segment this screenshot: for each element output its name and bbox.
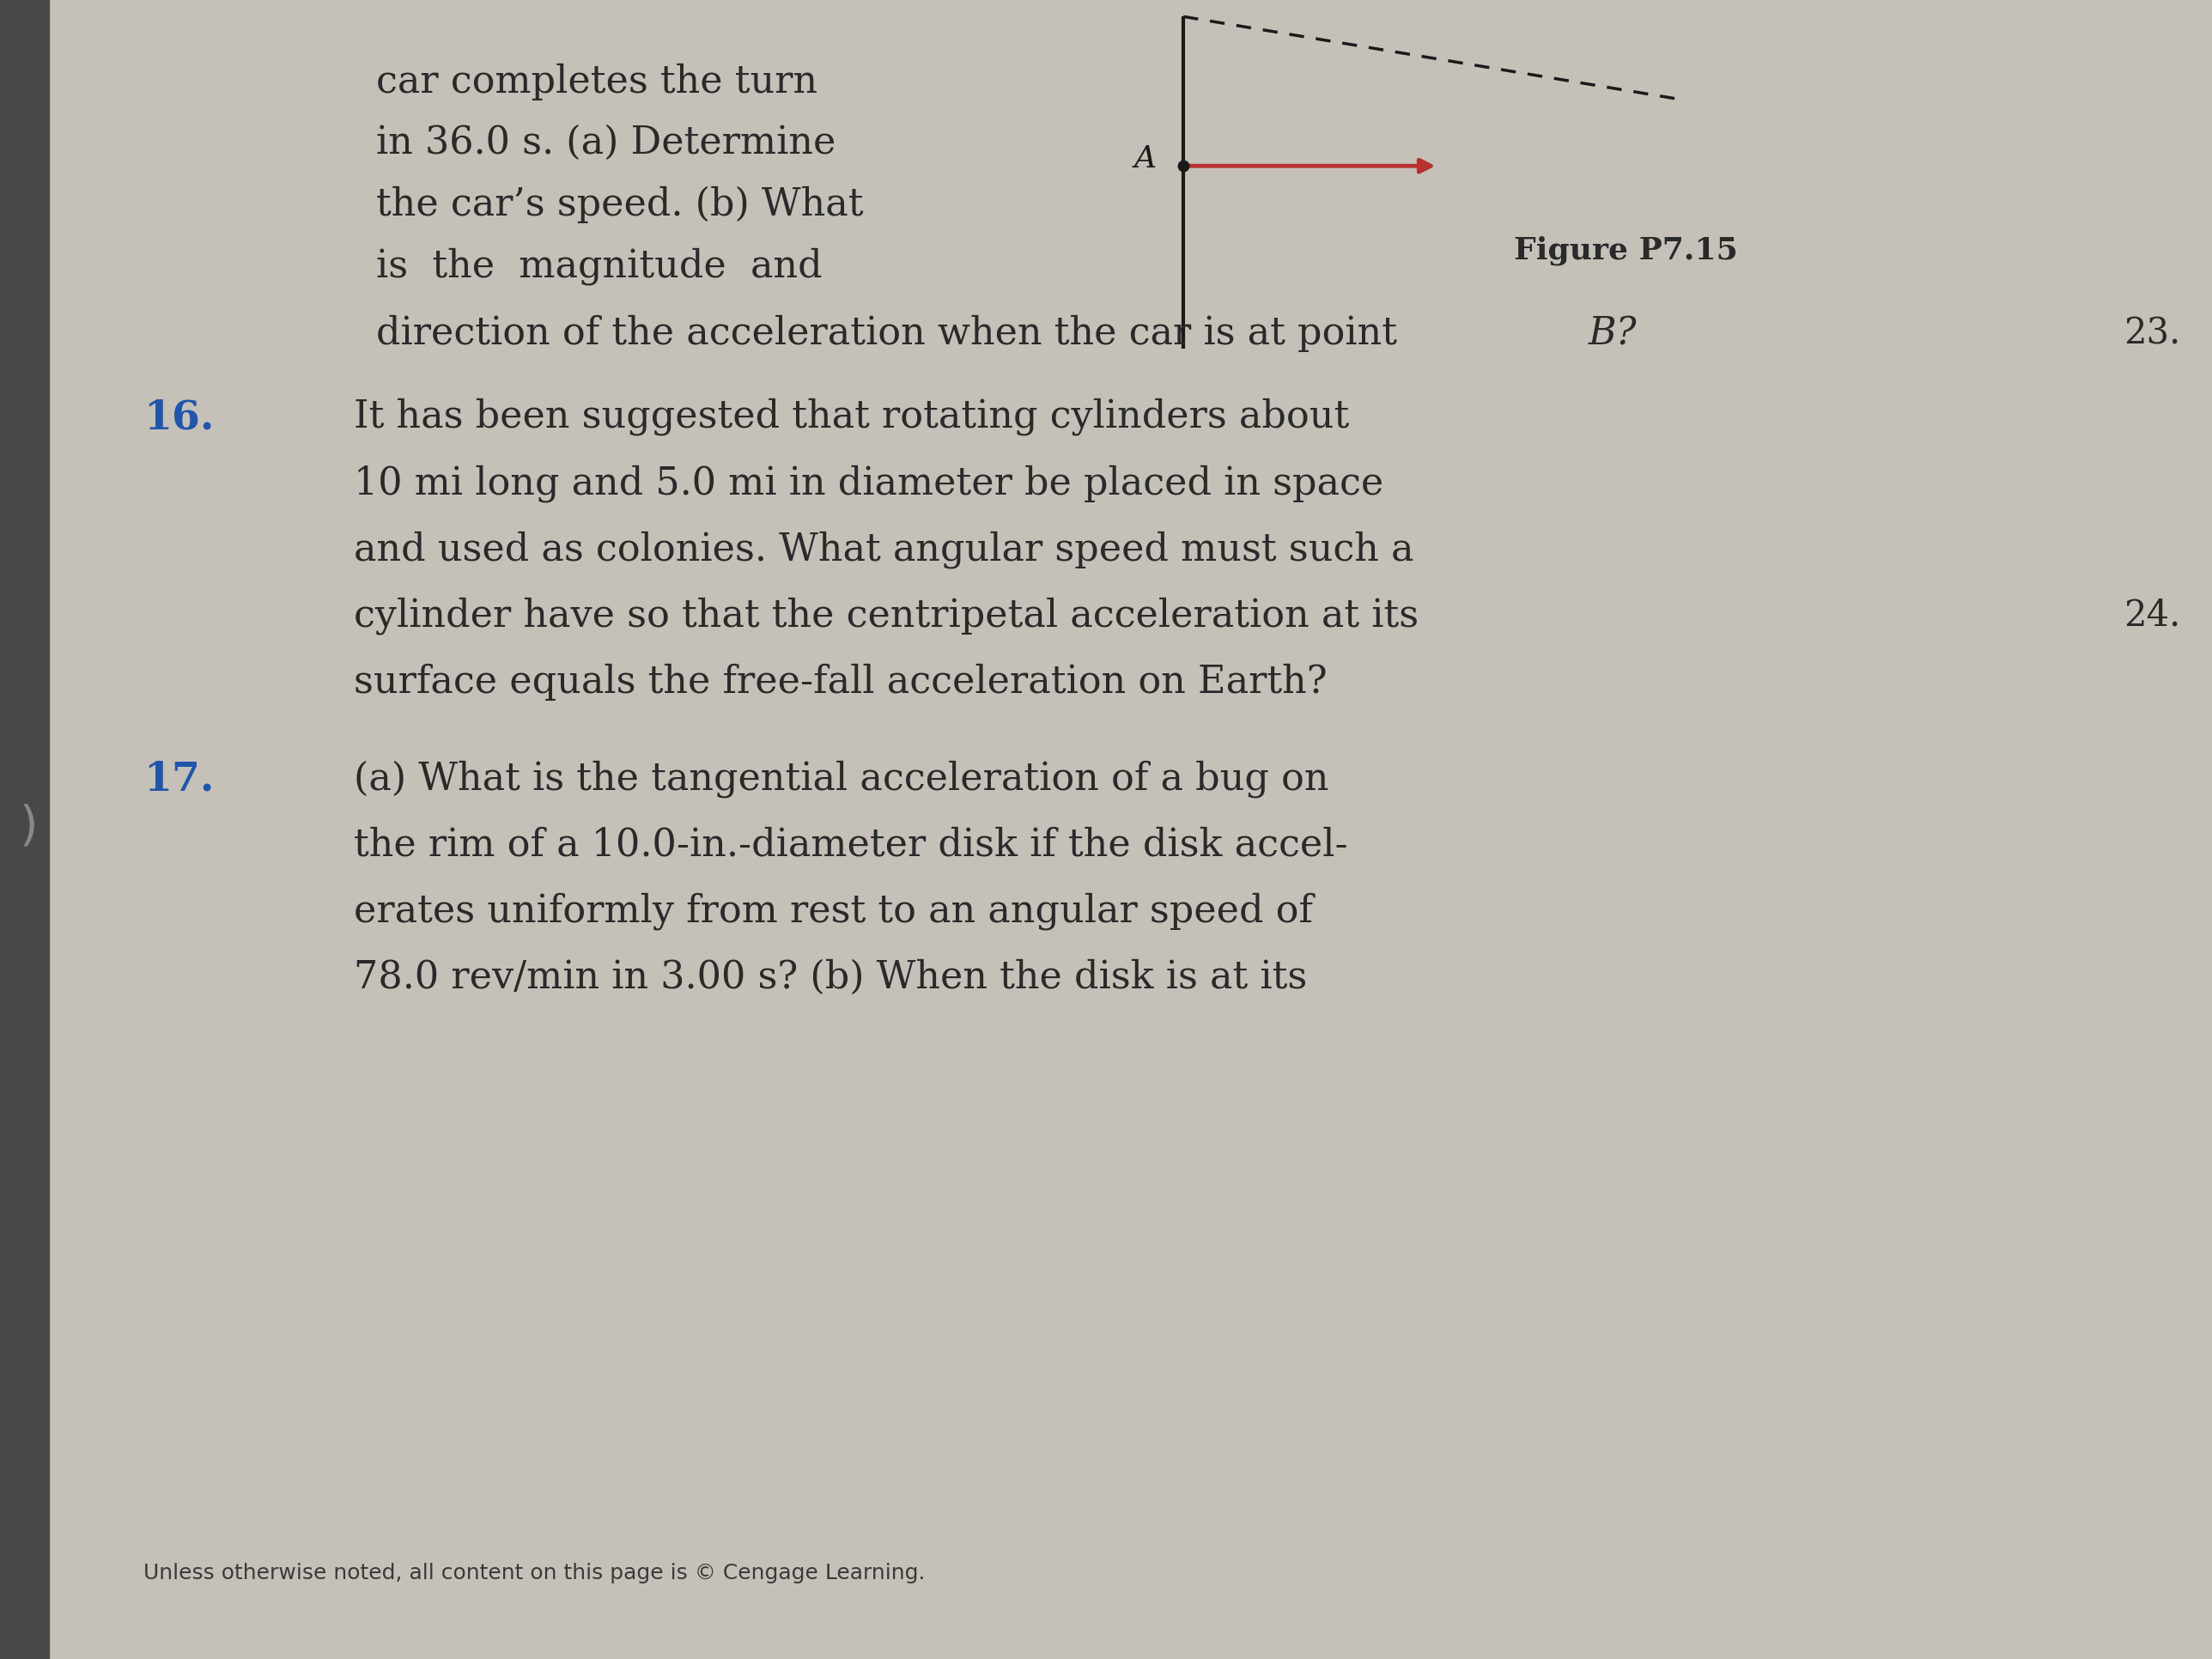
Text: cylinder have so that the centripetal acceleration at its: cylinder have so that the centripetal ac…	[354, 597, 1418, 635]
Text: 24.: 24.	[2124, 597, 2181, 634]
Text: is  the  magnitude  and: is the magnitude and	[376, 247, 823, 285]
Text: (a) What is the tangential acceleration of a bug on: (a) What is the tangential acceleration …	[354, 760, 1329, 798]
Text: direction of the acceleration when the car is at point: direction of the acceleration when the c…	[376, 315, 1409, 352]
Text: It has been suggested that rotating cylinders about: It has been suggested that rotating cyli…	[354, 398, 1349, 436]
Bar	[0, 0, 49, 1659]
Text: 10 mi long and 5.0 mi in diameter be placed in space: 10 mi long and 5.0 mi in diameter be pla…	[354, 465, 1385, 503]
Text: 78.0 rev/min in 3.00 s? (b) When the disk is at its: 78.0 rev/min in 3.00 s? (b) When the dis…	[354, 959, 1307, 995]
Text: Figure P7.15: Figure P7.15	[1513, 236, 1739, 265]
Text: the rim of a 10.0-in.-diameter disk if the disk accel-: the rim of a 10.0-in.-diameter disk if t…	[354, 826, 1347, 863]
Text: the car’s speed. (b) What: the car’s speed. (b) What	[376, 186, 863, 222]
Text: Unless otherwise noted, all content on this page is © Cengage Learning.: Unless otherwise noted, all content on t…	[144, 1563, 925, 1583]
Text: 23.: 23.	[2124, 315, 2181, 352]
Text: ): )	[20, 803, 38, 849]
Text: in 36.0 s. (a) Determine: in 36.0 s. (a) Determine	[376, 124, 836, 161]
Text: A: A	[1135, 144, 1157, 174]
Text: B?: B?	[1588, 315, 1637, 352]
Text: 17.: 17.	[144, 760, 215, 800]
Text: 16.: 16.	[144, 398, 215, 438]
Text: and used as colonies. What angular speed must such a: and used as colonies. What angular speed…	[354, 531, 1413, 569]
Text: car completes the turn: car completes the turn	[376, 63, 818, 100]
Text: surface equals the free-fall acceleration on Earth?: surface equals the free-fall acceleratio…	[354, 664, 1327, 700]
Text: erates uniformly from rest to an angular speed of: erates uniformly from rest to an angular…	[354, 893, 1314, 931]
